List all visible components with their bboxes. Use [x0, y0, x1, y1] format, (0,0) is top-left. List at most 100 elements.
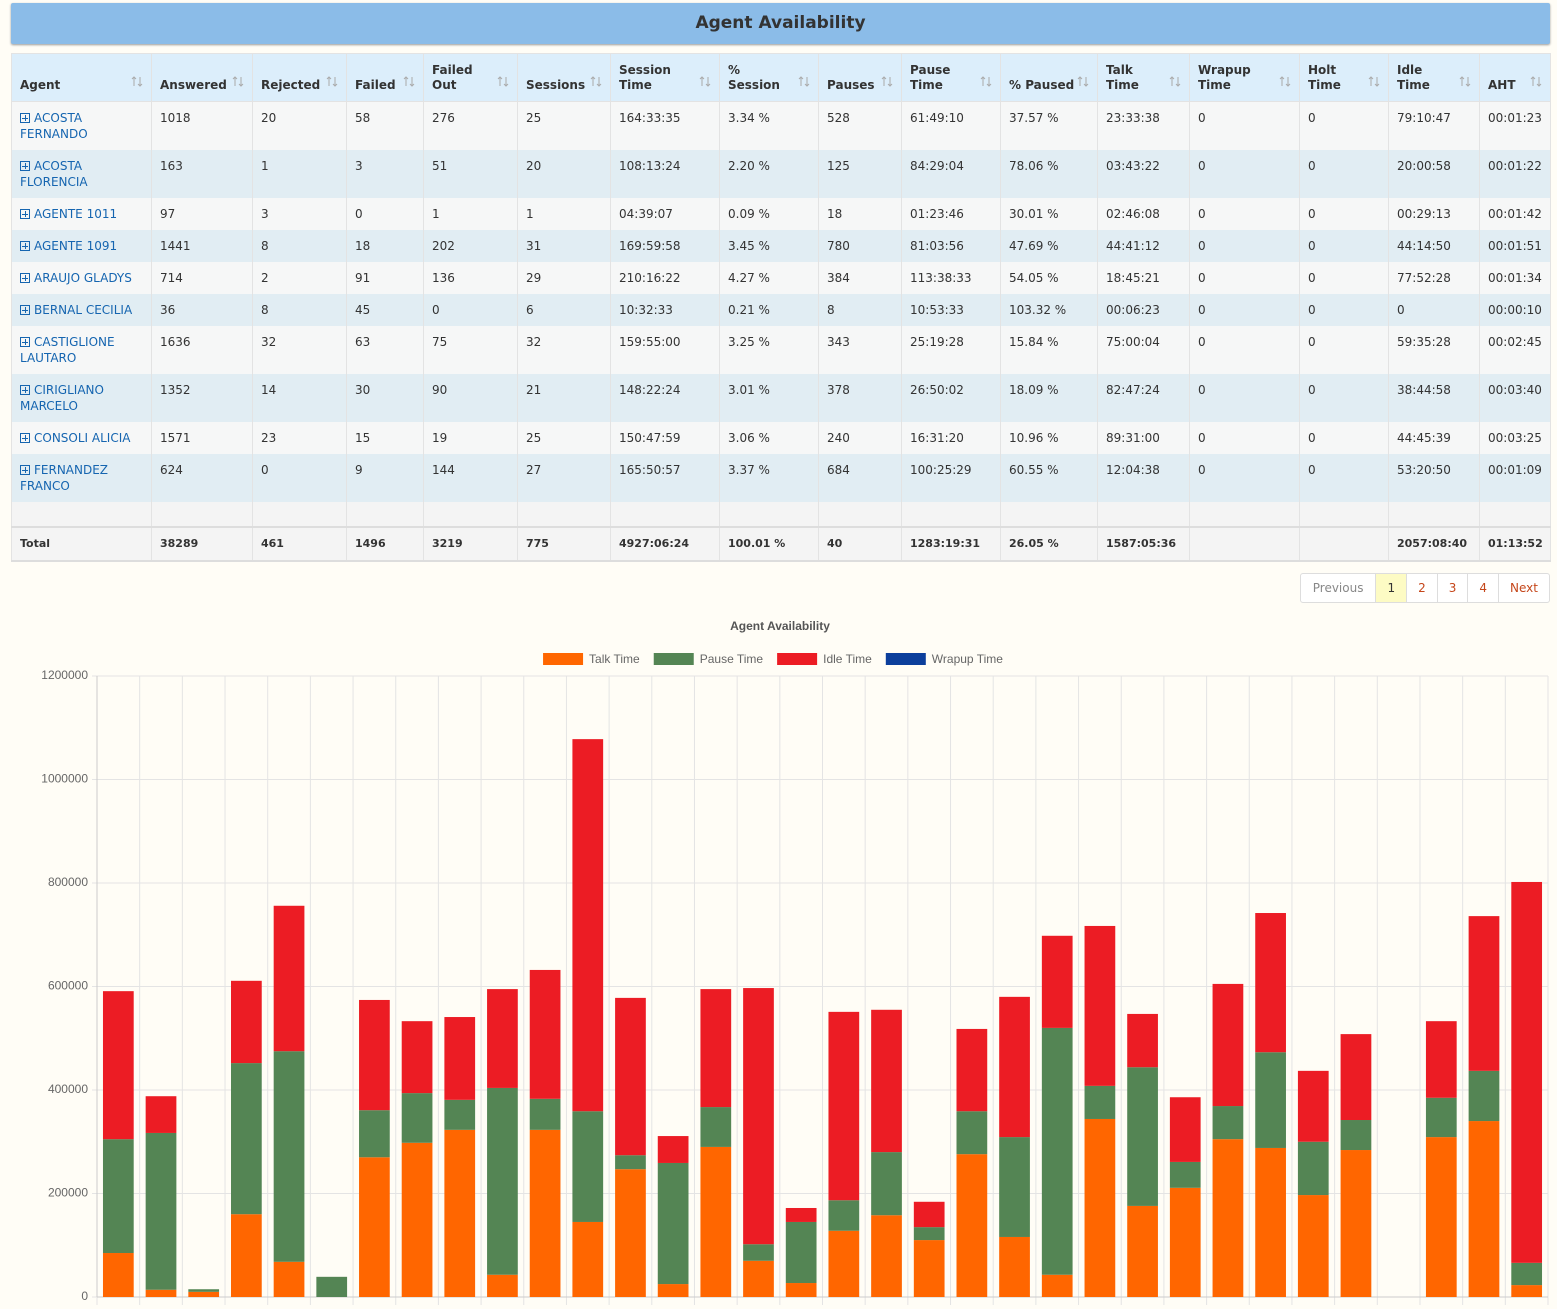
column-header[interactable]: Pauses: [818, 53, 902, 102]
column-header[interactable]: Holt Time: [1299, 53, 1389, 102]
column-header[interactable]: Failed Out: [423, 53, 518, 102]
column-header[interactable]: Answered: [151, 53, 253, 102]
cell-text: 00:01:09: [1488, 463, 1542, 477]
column-header[interactable]: Wrapup Time: [1189, 53, 1300, 102]
agent-link[interactable]: CIRIGLIANO MARCELO: [20, 383, 104, 413]
bar-segment: [359, 1157, 390, 1297]
table-cell: 97: [151, 198, 253, 230]
page-button[interactable]: 1: [1375, 574, 1407, 602]
page-button[interactable]: 4: [1467, 574, 1498, 602]
bar-segment: [828, 1230, 860, 1297]
page-button[interactable]: 2: [1406, 574, 1437, 602]
table-cell: 0: [1189, 454, 1300, 502]
cell-text: 0: [1308, 111, 1316, 125]
cell-text: 54.05 %: [1009, 271, 1059, 285]
table-cell: 6: [517, 294, 611, 326]
agent-link[interactable]: AGENTE 1091: [34, 239, 118, 253]
agent-link[interactable]: BERNAL CECILIA: [34, 303, 133, 317]
column-header[interactable]: Failed: [346, 53, 424, 102]
page-button[interactable]: 3: [1436, 574, 1468, 602]
table-cell: 15: [346, 422, 424, 454]
column-header[interactable]: Talk Time: [1097, 53, 1190, 102]
y-tick-label: 400000: [48, 1082, 88, 1096]
empty-cell: [252, 502, 347, 527]
table-cell: 20: [517, 150, 611, 198]
cell-text: 31: [526, 239, 542, 253]
cell-text: 1: [432, 207, 440, 221]
sort-icon: [1459, 76, 1471, 91]
bar-segment: [401, 1093, 433, 1143]
bar-segment: [487, 1274, 518, 1297]
table-cell: 14: [252, 374, 347, 422]
table-row: BERNAL CECILIA 36 8 45 0 6 10:32:33 0.21 % 8 10:5…: [11, 294, 1551, 326]
table-cell: 150:47:59: [610, 422, 720, 454]
cell-text: 44:41:12: [1106, 239, 1160, 253]
cell-text: 3.06 %: [728, 431, 770, 445]
legend-swatch: [543, 653, 584, 665]
total-text: 1283:19:31: [910, 537, 981, 550]
table-cell: 3.45 %: [719, 230, 819, 262]
agent-link[interactable]: CASTIGLIONE LAUTARO: [20, 335, 115, 365]
cell-text: 0: [1308, 207, 1316, 221]
bar-segment: [444, 1017, 476, 1100]
column-header[interactable]: AHT: [1479, 53, 1551, 102]
column-header[interactable]: Sessions: [517, 53, 611, 102]
cell-text: 1: [261, 159, 269, 173]
agent-link[interactable]: CONSOLI ALICIA: [34, 431, 131, 445]
column-header[interactable]: % Paused: [1000, 53, 1098, 102]
table-cell: 75: [423, 326, 518, 374]
agent-link[interactable]: AGENTE 1011: [34, 207, 118, 221]
cell-text: 27: [526, 463, 542, 477]
bar-segment: [657, 1284, 689, 1297]
table-cell: 16:31:20: [901, 422, 1001, 454]
previous-button[interactable]: Previous: [1312, 581, 1364, 595]
agent-link[interactable]: ACOSTA FLORENCIA: [20, 159, 88, 189]
bar-segment: [1212, 1139, 1244, 1297]
bar-segment: [231, 1214, 262, 1297]
cell-text: 20:00:58: [1397, 159, 1451, 173]
cell-text: 61:49:10: [910, 111, 964, 125]
cell-text: 8: [261, 303, 269, 317]
bar-segment: [871, 1009, 902, 1153]
next-button[interactable]: Next: [1498, 574, 1549, 602]
cell-text: 19: [432, 431, 448, 445]
table-cell: 714: [151, 262, 253, 294]
total-cell: 1587:05:36: [1097, 526, 1190, 562]
column-header[interactable]: Idle Time: [1388, 53, 1480, 102]
cell-text: 378: [827, 383, 850, 397]
bar-segment: [1425, 1021, 1457, 1098]
cell-text: 684: [827, 463, 850, 477]
table-cell: 59:35:28: [1388, 326, 1480, 374]
table-cell: 0.21 %: [719, 294, 819, 326]
bar-segment: [615, 1155, 646, 1170]
column-header[interactable]: % Session: [719, 53, 819, 102]
column-header[interactable]: Agent: [11, 53, 152, 102]
column-header[interactable]: Pause Time: [901, 53, 1001, 102]
column-header[interactable]: Rejected: [252, 53, 347, 102]
bar-segment: [359, 999, 390, 1111]
bar-segment: [1212, 983, 1244, 1107]
table-cell: 79:10:47: [1388, 101, 1480, 150]
column-header[interactable]: Session Time: [610, 53, 720, 102]
table-cell: 148:22:24: [610, 374, 720, 422]
legend-label: Wrapup Time: [932, 652, 1003, 666]
table-cell: 32: [517, 326, 611, 374]
total-text: 1587:05:36: [1106, 537, 1177, 550]
chart-title: Agent Availability: [730, 619, 830, 633]
cell-text: 44:45:39: [1397, 431, 1451, 445]
agent-link[interactable]: ACOSTA FERNANDO: [20, 111, 88, 141]
table-row: ARAUJO GLADYS 714 2 91 136 29 210:16:22 4.27 % 3…: [11, 262, 1551, 294]
table-cell: 202: [423, 230, 518, 262]
cell-text: 202: [432, 239, 455, 253]
cell-text: 30: [355, 383, 371, 397]
table-cell: 165:50:57: [610, 454, 720, 502]
bar-segment: [273, 1051, 305, 1262]
table-row: CASTIGLIONE LAUTARO 1636 32 63 75 32 159:55:00…: [11, 326, 1551, 374]
table-cell: 25:19:28: [901, 326, 1001, 374]
bar-segment: [615, 1169, 646, 1297]
agent-link[interactable]: ARAUJO GLADYS: [34, 271, 132, 285]
agent-link[interactable]: FERNANDEZ FRANCO: [20, 463, 109, 493]
table-cell: 1352: [151, 374, 253, 422]
table-cell: 26:50:02: [901, 374, 1001, 422]
bar-segment: [1340, 1120, 1372, 1151]
